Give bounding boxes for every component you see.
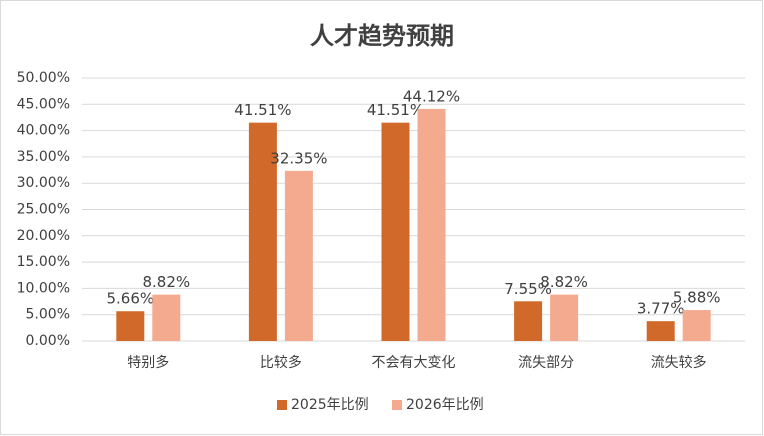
data-label: 41.51% bbox=[367, 101, 424, 119]
data-label: 32.35% bbox=[270, 149, 327, 167]
data-label: 7.55% bbox=[504, 280, 552, 298]
bar bbox=[646, 321, 675, 341]
y-tick-label: 35.00% bbox=[17, 149, 70, 165]
bar bbox=[381, 122, 410, 341]
y-tick-label: 0.00% bbox=[26, 333, 70, 349]
y-tick-label: 45.00% bbox=[17, 96, 70, 112]
data-label: 41.51% bbox=[234, 101, 291, 119]
y-tick-label: 25.00% bbox=[17, 202, 70, 218]
data-label: 5.66% bbox=[106, 290, 154, 308]
data-label: 44.12% bbox=[403, 87, 460, 105]
x-tick-label: 比较多 bbox=[260, 354, 302, 371]
bar bbox=[514, 301, 543, 341]
data-label: 5.88% bbox=[673, 289, 721, 307]
bar bbox=[248, 122, 277, 341]
bar bbox=[682, 310, 711, 341]
x-tick-label: 流失部分 bbox=[518, 355, 574, 371]
bar bbox=[284, 170, 313, 341]
y-tick-label: 30.00% bbox=[17, 175, 70, 191]
data-label: 8.82% bbox=[540, 273, 588, 291]
bar bbox=[116, 311, 145, 341]
data-label: 3.77% bbox=[637, 300, 685, 318]
x-tick-label: 特别多 bbox=[127, 354, 169, 371]
y-tick-label: 5.00% bbox=[26, 307, 70, 323]
legend-swatch bbox=[277, 400, 287, 410]
x-tick-label: 流失较多 bbox=[651, 354, 707, 371]
y-tick-label: 20.00% bbox=[17, 228, 70, 244]
legend-label: 2026年比例 bbox=[406, 397, 484, 413]
legend-label: 2025年比例 bbox=[291, 397, 369, 413]
bar bbox=[550, 294, 579, 341]
x-tick-label: 不会有大变化 bbox=[372, 355, 456, 371]
legend-swatch bbox=[392, 400, 402, 410]
y-tick-label: 10.00% bbox=[17, 280, 70, 296]
y-tick-label: 40.00% bbox=[17, 123, 70, 139]
bar bbox=[152, 294, 181, 341]
data-label: 8.82% bbox=[142, 273, 190, 291]
chart-title: 人才趋势预期 bbox=[310, 22, 454, 50]
y-tick-label: 50.00% bbox=[17, 70, 70, 86]
bar bbox=[417, 108, 446, 341]
y-tick-label: 15.00% bbox=[17, 254, 70, 270]
